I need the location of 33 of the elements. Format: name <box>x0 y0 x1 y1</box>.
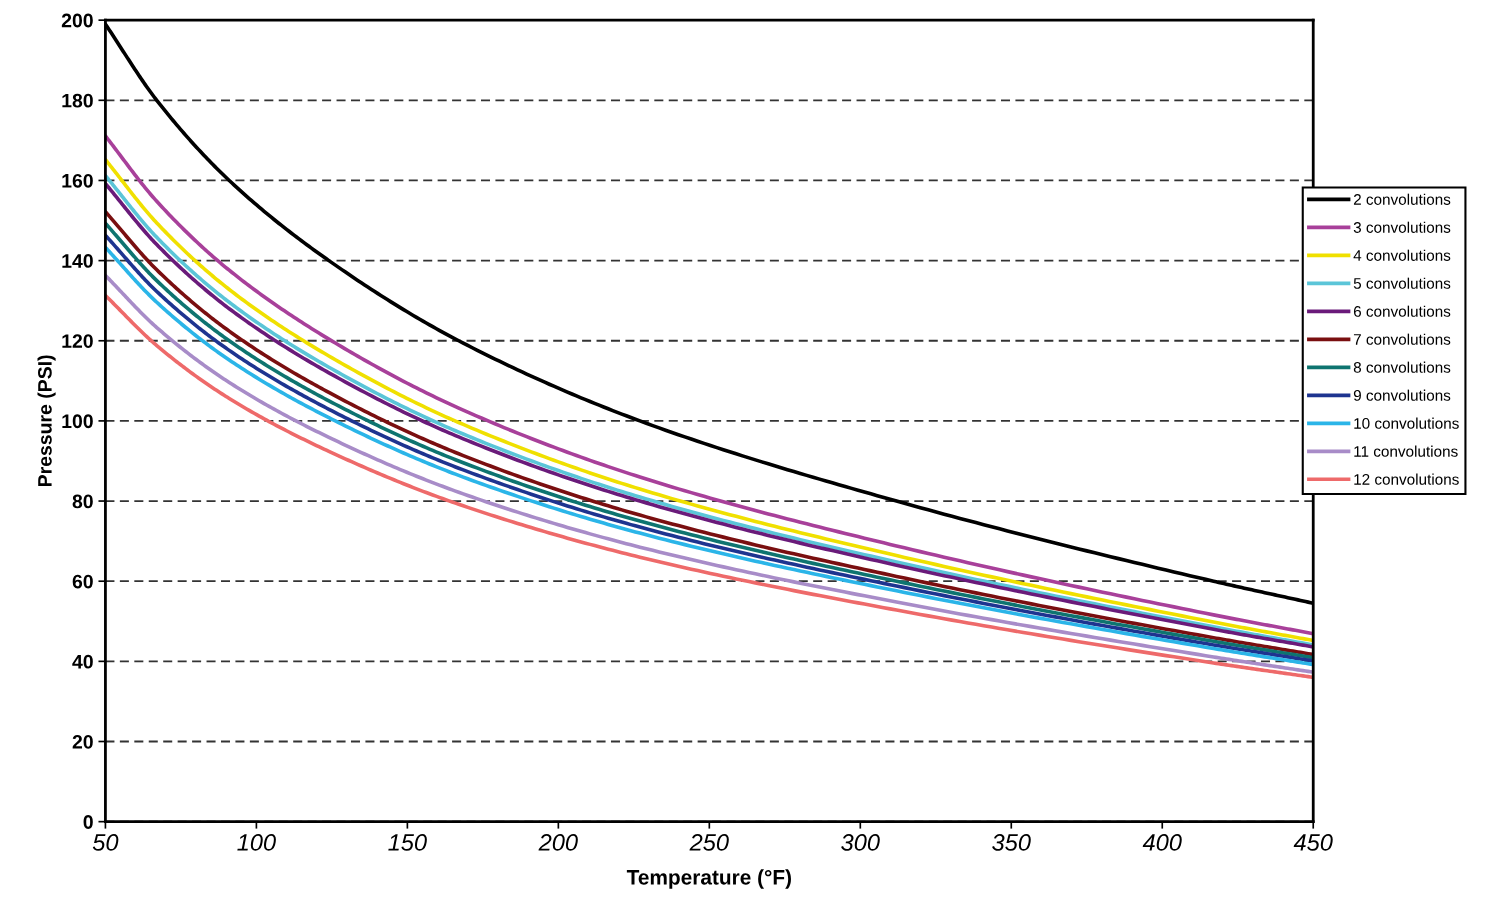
y-axis-title: Pressure (PSI) <box>37 355 56 487</box>
legend-label: 7 convolutions <box>1353 333 1451 345</box>
y-tick-label: 200 <box>61 13 93 28</box>
legend-label: 10 convolutions <box>1354 417 1459 429</box>
legend-label: 5 convolutions <box>1353 277 1451 289</box>
x-tick-label: 300 <box>841 834 880 851</box>
x-tick-label: 400 <box>1142 834 1182 851</box>
legend-label: 6 convolutions <box>1353 305 1451 317</box>
x-tick-label: 100 <box>237 834 276 851</box>
legend-label: 4 convolutions <box>1353 249 1451 261</box>
legend-label: 11 convolutions <box>1354 445 1458 457</box>
y-tick-label: 40 <box>72 654 93 669</box>
x-tick-label: 250 <box>689 834 729 851</box>
y-tick-label: 20 <box>72 734 93 749</box>
y-tick-label: 0 <box>83 815 93 829</box>
y-tick-label: 80 <box>72 494 93 509</box>
x-tick-label: 200 <box>538 834 578 851</box>
y-tick-label: 100 <box>62 414 93 429</box>
legend-label: 8 convolutions <box>1353 361 1451 373</box>
legend-label: 3 convolutions <box>1353 221 1451 233</box>
legend-label: 12 convolutions <box>1354 473 1459 485</box>
x-tick-label: 50 <box>92 834 119 851</box>
x-tick-label: 150 <box>388 834 427 851</box>
y-tick-label: 120 <box>62 334 93 348</box>
y-tick-label: 160 <box>62 173 93 188</box>
y-tick-label: 60 <box>72 574 93 589</box>
y-tick-label: 180 <box>62 93 93 108</box>
x-tick-label: 350 <box>992 834 1031 851</box>
legend-label: 2 convolutions <box>1353 193 1451 205</box>
y-tick-label: 140 <box>62 254 93 268</box>
legend-label: 9 convolutions <box>1353 389 1451 401</box>
x-axis-title: Temperature (°F) <box>626 869 791 889</box>
x-tick-label: 450 <box>1293 834 1333 851</box>
